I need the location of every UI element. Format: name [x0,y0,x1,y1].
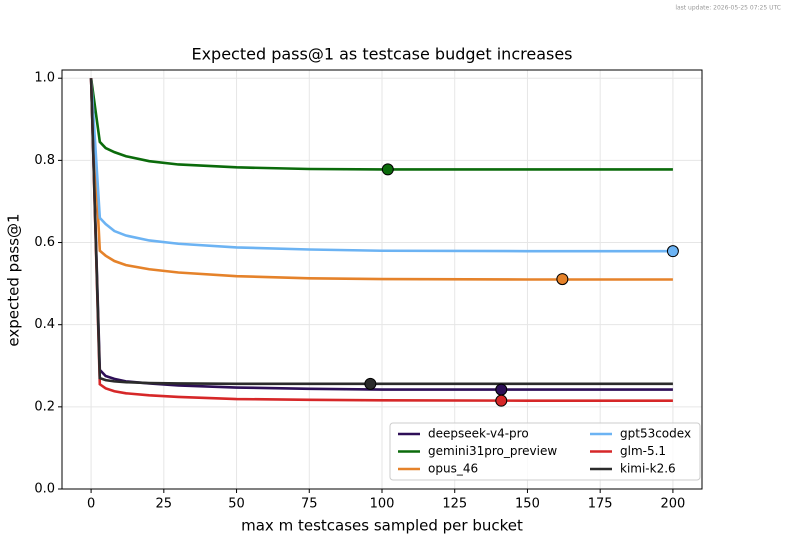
y-tick-label: 0.8 [34,153,55,168]
series-line [89,78,673,402]
legend-label: gemini31pro_preview [428,444,557,458]
marker-point [495,383,508,396]
x-axis-label: max m testcases sampled per bucket [241,517,523,535]
last-update: last update: 2026-05-25 07:25 UTC [675,5,781,12]
legend-label: gpt53codex [620,427,691,441]
legend-box [389,422,701,481]
chart-title: Expected pass@1 as testcase budget incre… [191,45,572,64]
x-tick-label: 75 [301,497,318,512]
y-axis-label: expected pass@1 [5,213,23,346]
x-tick-label: 100 [370,497,395,512]
marker-point [364,377,377,390]
y-tick-label: 0.0 [34,482,55,497]
plot-frame [61,69,703,490]
y-tick-label: 0.4 [34,317,55,332]
marker-point [495,394,508,407]
series-line [89,78,673,386]
y-tick-label: 1.0 [34,71,55,86]
x-tick-label: 125 [442,497,467,512]
legend-label: glm-5.1 [620,444,666,458]
y-tick-label: 0.2 [34,399,55,414]
marker-point [666,245,679,258]
series-line [89,78,673,253]
legend: deepseek-v4-pro gemini31pro_preview opus_4… [389,422,701,481]
x-tick-label: 175 [588,497,613,512]
y-tick-label: 0.6 [34,235,55,250]
x-tick-label: 50 [228,497,245,512]
x-tick-label: 200 [660,497,685,512]
marker-point [381,163,394,176]
x-tick-label: 25 [156,497,173,512]
x-tick-label: 150 [515,497,540,512]
series-line [89,78,673,281]
marker-point [556,273,569,286]
series-line [89,78,673,171]
legend-label: deepseek-v4-pro [428,427,529,441]
x-tick-label: 0 [87,497,95,512]
legend-label: opus_46 [428,462,478,476]
legend-label: kimi-k2.6 [620,462,676,476]
